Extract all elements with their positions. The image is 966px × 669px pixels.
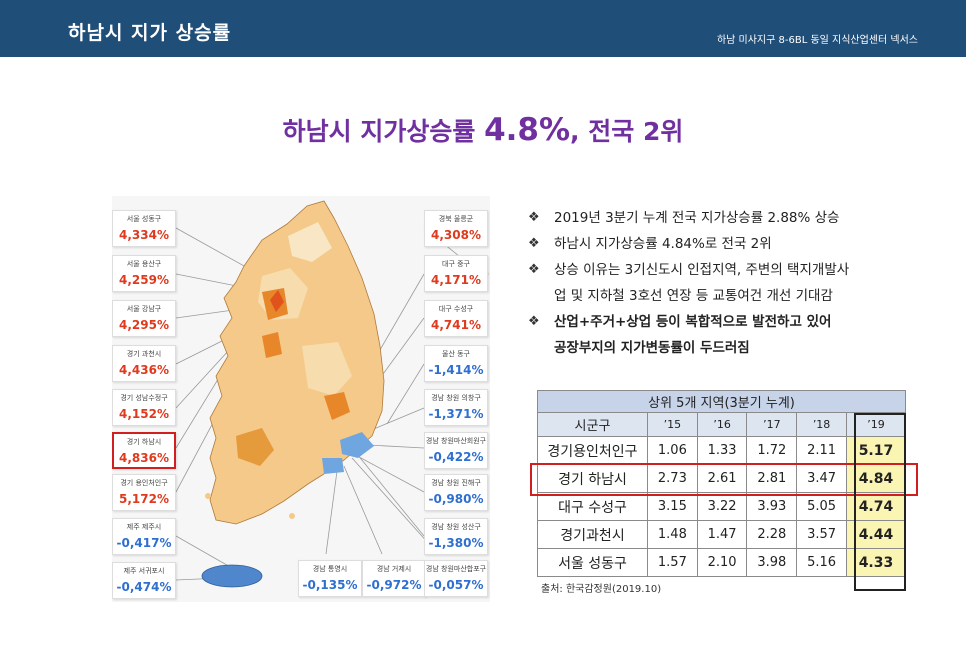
hanam-marker: [270, 290, 284, 312]
bullet-list: ❖ 2019년 3분기 누계 전국 지가상승률 2.88% 상승 ❖ 하남시 지…: [528, 205, 928, 361]
map-label: 경남 창원 의창구 -1,371%: [424, 389, 488, 426]
table-header: 시군구: [537, 412, 648, 437]
table-header-row: 시군구 ’15 ’16 ’17 ’18 ’19: [537, 412, 907, 437]
bullet-item: ❖ 상승 이유는 3기신도시 인접지역, 주변의 택지개발사 업 및 지하철 3…: [528, 257, 928, 309]
map-label: 제주 서귀포시 -0,474%: [112, 562, 176, 599]
table-header: ’18: [796, 412, 847, 437]
map-label: 대구 수성구 4,741%: [424, 300, 488, 337]
table-header: ’17: [746, 412, 798, 437]
map-label: 대구 중구 4,171%: [424, 255, 488, 292]
map-label: 경남 창원 성산구 -1,380%: [424, 518, 488, 555]
table-caption: 상위 5개 지역(3분기 누계): [537, 390, 906, 413]
map-label: 경남 창원 진해구 -0,980%: [424, 474, 488, 511]
map-label: 경남 통영시 -0,135%: [298, 560, 362, 597]
table-header: ’19: [845, 412, 907, 437]
table-source: 출처: 한국감정원(2019.10): [541, 584, 662, 595]
headline-prefix: 하남시 지가상승률: [282, 117, 485, 146]
headline-rate: 4.8%: [484, 112, 571, 148]
diamond-bullet-icon: ❖: [528, 262, 540, 277]
map-label: 경남 창원마산합포구 -0,057%: [424, 560, 488, 597]
page-subtitle: 하남 미사지구 8-6BL 동일 지식산업센터 넥서스: [716, 35, 918, 46]
map-label: 경기 성남수정구 4,152%: [112, 389, 176, 426]
diamond-bullet-icon: ❖: [528, 236, 540, 251]
table-row-hanam: 경기 하남시 2.73 2.61 2.81 3.47 4.84: [537, 464, 907, 493]
map-label: 경남 창원마산회원구 -0,422%: [424, 432, 488, 469]
bullet-item: ❖ 2019년 3분기 누계 전국 지가상승률 2.88% 상승: [528, 205, 928, 231]
page-title: 하남시 지가 상승률: [68, 22, 232, 44]
korea-land-price-map: 서울 성동구 4,334% 서울 용산구 4,259% 서울 강남구 4,295…: [112, 196, 490, 602]
map-label: 서울 성동구 4,334%: [112, 210, 176, 247]
map-label: 울산 동구 -1,414%: [424, 345, 488, 382]
map-label: 경남 거제시 -0,972%: [362, 560, 426, 597]
bullet-item: ❖ 하남시 지가상승률 4.84%로 전국 2위: [528, 231, 928, 257]
jeju-island: [201, 564, 263, 588]
hanam-row-highlight: [530, 463, 918, 496]
map-label: 경북 울릉군 4,308%: [424, 210, 488, 247]
map-label: 서울 용산구 4,259%: [112, 255, 176, 292]
table-row: 대구 수성구 3.15 3.22 3.93 5.05 4.74: [537, 492, 907, 521]
headline-suffix: , 전국 2위: [570, 117, 684, 146]
top5-table: 상위 5개 지역(3분기 누계) 시군구 ’15 ’16 ’17 ’18 ’19…: [537, 390, 907, 577]
map-label: 제주 제주시 -0,417%: [112, 518, 176, 555]
map-label: 서울 강남구 4,295%: [112, 300, 176, 337]
map-label: 경기 용인처인구 5,172%: [112, 474, 176, 511]
bullet-item-emphasis: ❖ 산업+주거+상업 등이 복합적으로 발전하고 있어 공장부지의 지가변동률이…: [528, 309, 928, 361]
diamond-bullet-icon: ❖: [528, 210, 540, 225]
map-label: 경기 과천시 4,436%: [112, 345, 176, 382]
header-bar: 하남시 지가 상승률 하남 미사지구 8-6BL 동일 지식산업센터 넥서스: [0, 0, 966, 57]
headline: 하남시 지가상승률 4.8%, 전국 2위: [0, 112, 966, 148]
diamond-bullet-icon: ❖: [528, 314, 540, 329]
table-row: 경기과천시 1.48 1.47 2.28 3.57 4.44: [537, 520, 907, 549]
table-header: ’16: [696, 412, 748, 437]
map-label-hanam: 경기 하남시 4,836%: [112, 432, 176, 469]
korea-map-graphic: [175, 200, 489, 588]
table-row: 서울 성동구 1.57 2.10 3.98 5.16 4.33: [537, 548, 907, 577]
table-header: ’15: [647, 412, 698, 437]
table-row: 경기용인처인구 1.06 1.33 1.72 2.11 5.17: [537, 436, 907, 465]
